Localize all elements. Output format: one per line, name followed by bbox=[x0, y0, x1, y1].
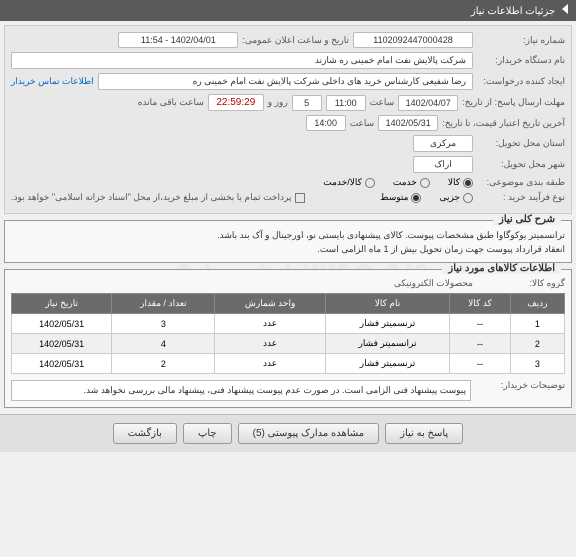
need-no-label: شماره نیاز: bbox=[477, 35, 565, 46]
radio-icon bbox=[365, 178, 375, 188]
deadline-date-field: 1402/04/07 bbox=[398, 95, 458, 111]
deadline-label: مهلت ارسال پاسخ: از تاریخ: bbox=[462, 97, 565, 108]
table-cell: -- bbox=[450, 314, 511, 334]
treasury-checkbox[interactable] bbox=[295, 193, 305, 203]
table-row: 2--ترانسمیتر فشارعدد41402/05/31 bbox=[12, 334, 565, 354]
table-header: تاریخ نیاز bbox=[12, 294, 112, 314]
remain-label: ساعت باقی مانده bbox=[138, 97, 204, 108]
table-header: نام کالا bbox=[325, 294, 449, 314]
table-header: کد کالا bbox=[450, 294, 511, 314]
valid-label: آخرین تاریخ اعتبار قیمت، تا تاریخ: bbox=[442, 118, 565, 129]
radio-icon bbox=[463, 178, 473, 188]
panel-header: جزئیات اطلاعات نیاز bbox=[0, 0, 576, 21]
header-title: جزئیات اطلاعات نیاز bbox=[471, 6, 555, 17]
valid-time-field: 14:00 bbox=[306, 115, 346, 131]
table-cell: 1 bbox=[510, 314, 564, 334]
class-radio-group: کالا خدمت کالا/خدمت bbox=[323, 177, 473, 188]
announce-field: 1402/04/01 - 11:54 bbox=[118, 32, 238, 48]
radio-label: کالا/خدمت bbox=[323, 177, 362, 188]
valid-date-field: 1402/05/31 bbox=[378, 115, 438, 131]
collapse-icon bbox=[562, 4, 568, 14]
table-cell: 3 bbox=[510, 354, 564, 374]
table-cell: 2 bbox=[112, 354, 215, 374]
buyer-org-field: شرکت پالایش نفت امام خمینی ره شازند bbox=[11, 52, 473, 69]
radio-label: کالا bbox=[448, 177, 460, 188]
need-loc-field: مرکزی bbox=[413, 135, 473, 152]
days-field: 5 bbox=[292, 95, 322, 111]
radio-option[interactable]: خدمت bbox=[393, 177, 430, 188]
table-header: واحد شمارش bbox=[215, 294, 325, 314]
radio-option[interactable]: کالا bbox=[448, 177, 473, 188]
buyer-org-label: نام دستگاه خریدار: bbox=[477, 55, 565, 66]
city-field: اراک bbox=[413, 156, 473, 173]
need-no-field: 1102092447000428 bbox=[353, 32, 473, 48]
table-cell: عدد bbox=[215, 354, 325, 374]
table-cell: ترنسمیتر فشار bbox=[325, 354, 449, 374]
days-label: روز و bbox=[268, 97, 288, 108]
radio-icon bbox=[463, 193, 473, 203]
buyer-note-box: پیوست پیشنهاد فنی الزامی است. در صورت عد… bbox=[11, 380, 471, 401]
table-cell: 4 bbox=[112, 334, 215, 354]
button-bar: پاسخ به نیاز مشاهده مدارک پیوستی (5) چاپ… bbox=[0, 414, 576, 452]
buyer-note-label: توضیحات خریدار: bbox=[477, 380, 565, 401]
sec1-text2: انعقاد قرارداد پیوست جهت زمان تحویل بیش … bbox=[11, 243, 565, 257]
group-value: محصولات الکترونیکی bbox=[394, 278, 473, 289]
print-button[interactable]: چاپ bbox=[183, 423, 232, 444]
table-row: 3--ترنسمیتر فشارعدد21402/05/31 bbox=[12, 354, 565, 374]
table-cell: عدد bbox=[215, 314, 325, 334]
table-cell: 3 bbox=[112, 314, 215, 334]
sec1-text1: ترانسمیتر یوکوگاوا طبق مشخصات پیوست. کال… bbox=[11, 229, 565, 243]
radio-option[interactable]: کالا/خدمت bbox=[323, 177, 375, 188]
table-cell: -- bbox=[450, 334, 511, 354]
countdown-timer: 22:59:29 bbox=[208, 94, 264, 111]
table-cell: 1402/05/31 bbox=[12, 334, 112, 354]
table-cell: ترنسمیتر فشار bbox=[325, 314, 449, 334]
time-label-2: ساعت bbox=[350, 118, 375, 129]
items-section: اطلاعات کالاهای مورد نیاز گروه کالا: محص… bbox=[4, 269, 572, 408]
table-cell: 1402/05/31 bbox=[12, 354, 112, 374]
table-cell: ترانسمیتر فشار bbox=[325, 334, 449, 354]
pay-note: پرداخت تمام یا بخشی از مبلغ خرید،از محل … bbox=[11, 192, 291, 203]
buy-type-radio-group: جزیی متوسط bbox=[380, 192, 473, 203]
contact-link[interactable]: اطلاعات تماس خریدار bbox=[11, 76, 94, 87]
attachments-button[interactable]: مشاهده مدارک پیوستی (5) bbox=[238, 423, 380, 444]
need-loc-label: استان محل تحویل: bbox=[477, 138, 565, 149]
announce-label: تاریخ و ساعت اعلان عمومی: bbox=[242, 35, 349, 46]
table-cell: -- bbox=[450, 354, 511, 374]
radio-label: خدمت bbox=[393, 177, 417, 188]
table-cell: 1402/05/31 bbox=[12, 314, 112, 334]
city-label: شهر محل تحویل: bbox=[477, 159, 565, 170]
radio-option[interactable]: متوسط bbox=[380, 192, 421, 203]
creator-label: ایجاد کننده درخواست: bbox=[477, 76, 565, 87]
creator-field: رضا شفیعی کارشناس خرید های داخلی شرکت پا… bbox=[98, 73, 473, 90]
radio-icon bbox=[411, 193, 421, 203]
radio-icon bbox=[420, 178, 430, 188]
table-header: ردیف bbox=[510, 294, 564, 314]
class-label: طبقه بندی موضوعی: bbox=[477, 177, 565, 188]
time-label-1: ساعت bbox=[370, 97, 395, 108]
respond-button[interactable]: پاسخ به نیاز bbox=[385, 423, 463, 444]
description-section: شرح کلی نیاز ترانسمیتر یوکوگاوا طبق مشخص… bbox=[4, 220, 572, 263]
table-cell: عدد bbox=[215, 334, 325, 354]
group-label: گروه کالا: bbox=[477, 278, 565, 289]
table-cell: 2 bbox=[510, 334, 564, 354]
table-header: تعداد / مقدار bbox=[112, 294, 215, 314]
deadline-time-field: 11:00 bbox=[326, 95, 366, 111]
radio-option[interactable]: جزیی bbox=[439, 192, 473, 203]
radio-label: جزیی bbox=[439, 192, 460, 203]
back-button[interactable]: بازگشت bbox=[113, 423, 177, 444]
radio-label: متوسط bbox=[380, 192, 408, 203]
table-row: 1--ترنسمیتر فشارعدد31402/05/31 bbox=[12, 314, 565, 334]
sec2-title: اطلاعات کالاهای مورد نیاز bbox=[442, 263, 561, 274]
sec1-title: شرح کلی نیاز bbox=[493, 214, 561, 225]
items-table: ردیفکد کالانام کالاواحد شمارشتعداد / مقد… bbox=[11, 293, 565, 374]
info-panel: شماره نیاز: 1102092447000428 تاریخ و ساع… bbox=[4, 25, 572, 214]
buy-type-label: نوع فرآیند خرید : bbox=[477, 192, 565, 203]
